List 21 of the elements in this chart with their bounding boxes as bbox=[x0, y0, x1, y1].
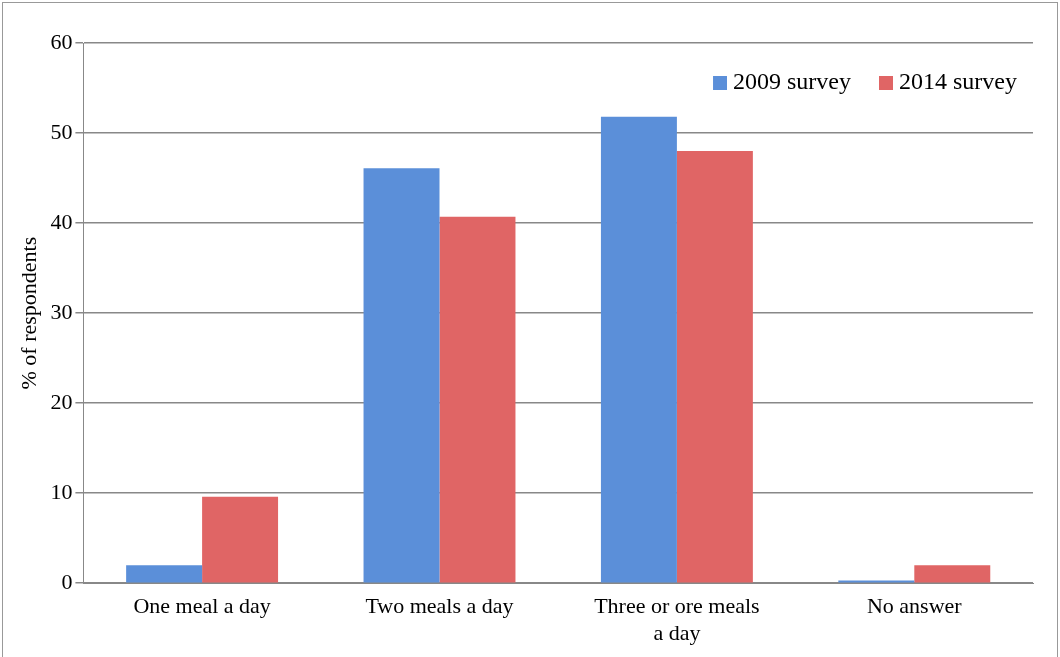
y-tick-label: 20 bbox=[50, 388, 73, 414]
bar bbox=[439, 216, 516, 583]
y-axis-title: % of respondents bbox=[15, 236, 41, 390]
y-tick-label: 60 bbox=[50, 28, 73, 54]
y-tick-label: 10 bbox=[50, 478, 73, 504]
bar bbox=[126, 565, 203, 583]
legend-label: 2014 survey bbox=[899, 68, 1017, 95]
x-tick-label: Three or ore meals a day bbox=[594, 593, 760, 645]
legend-label: 2009 survey bbox=[733, 68, 852, 95]
y-tick-label: 40 bbox=[50, 208, 73, 234]
x-tick-label: Two meals a day bbox=[365, 593, 514, 619]
bar bbox=[676, 151, 753, 583]
bar bbox=[914, 565, 991, 583]
y-tick-label: 0 bbox=[61, 568, 73, 594]
bar bbox=[600, 116, 677, 583]
x-tick-label: One meal a day bbox=[133, 593, 271, 619]
bar bbox=[202, 496, 279, 583]
y-tick-label: 50 bbox=[50, 118, 73, 144]
bar bbox=[363, 168, 440, 583]
y-tick-label: 30 bbox=[50, 298, 73, 324]
x-tick-label: No answer bbox=[866, 593, 963, 619]
